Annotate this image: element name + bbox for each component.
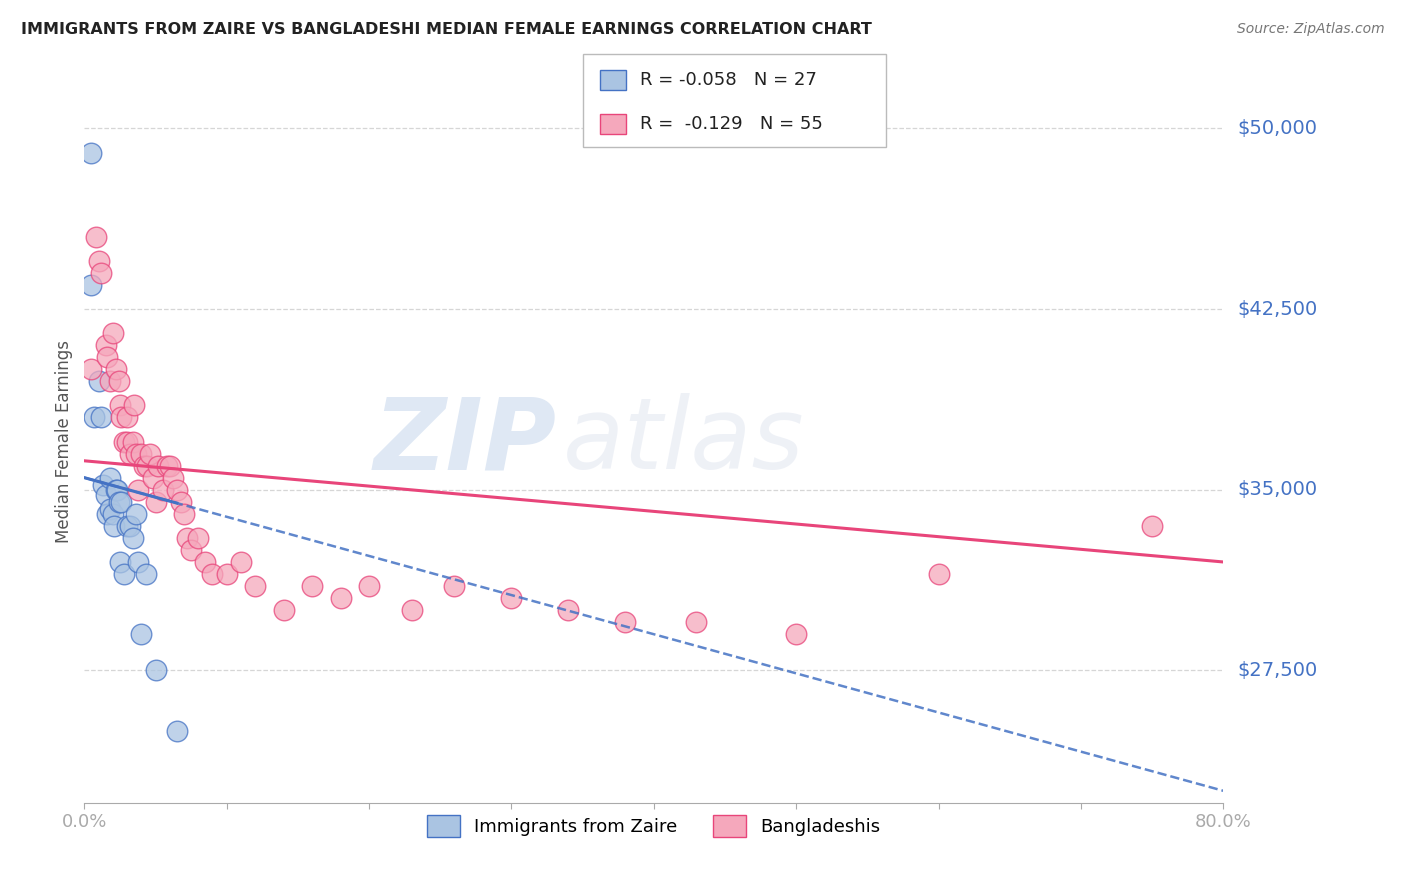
Point <box>557 603 579 617</box>
Point <box>94 487 117 501</box>
Text: $42,500: $42,500 <box>1237 300 1317 318</box>
Point <box>127 483 149 497</box>
Point <box>176 531 198 545</box>
Point <box>103 518 125 533</box>
Point <box>785 627 807 641</box>
Point <box>107 494 129 508</box>
Point <box>329 591 352 605</box>
Point <box>118 446 141 460</box>
Point <box>91 478 114 492</box>
Point <box>136 458 159 473</box>
Point <box>105 483 128 497</box>
Point <box>139 446 162 460</box>
Point <box>108 555 131 569</box>
Text: atlas: atlas <box>562 393 804 490</box>
Point <box>156 458 179 473</box>
Point <box>127 555 149 569</box>
Point <box>273 603 295 617</box>
Point <box>166 723 188 738</box>
Point <box>115 410 138 425</box>
Point <box>152 483 174 497</box>
Point <box>80 277 103 292</box>
Point <box>80 145 103 160</box>
Point <box>131 627 153 641</box>
Text: $50,000: $50,000 <box>1237 119 1317 138</box>
Point <box>135 567 157 582</box>
Point <box>110 410 132 425</box>
Point <box>112 567 135 582</box>
Point <box>928 567 950 582</box>
Point <box>194 555 217 569</box>
Point <box>87 253 110 268</box>
Point <box>115 434 138 449</box>
Point <box>110 494 132 508</box>
Point <box>101 326 124 340</box>
Point <box>245 579 267 593</box>
Point <box>96 507 118 521</box>
Point <box>98 502 121 516</box>
Point <box>101 507 124 521</box>
Point <box>1140 518 1163 533</box>
Point <box>98 470 121 484</box>
Text: IMMIGRANTS FROM ZAIRE VS BANGLADESHI MEDIAN FEMALE EARNINGS CORRELATION CHART: IMMIGRANTS FROM ZAIRE VS BANGLADESHI MED… <box>21 22 872 37</box>
Point <box>229 555 252 569</box>
Point <box>96 350 118 364</box>
Point <box>501 591 523 605</box>
Point <box>118 518 141 533</box>
Point <box>90 266 112 280</box>
Legend: Immigrants from Zaire, Bangladeshis: Immigrants from Zaire, Bangladeshis <box>420 808 887 845</box>
Point <box>215 567 238 582</box>
Point <box>142 470 165 484</box>
Point <box>162 470 184 484</box>
Point <box>115 518 138 533</box>
Point <box>145 663 167 677</box>
Point <box>614 615 637 629</box>
Point <box>131 446 153 460</box>
Point <box>121 434 143 449</box>
Point <box>148 458 170 473</box>
Point <box>121 531 143 545</box>
Point <box>87 374 110 388</box>
Text: ZIP: ZIP <box>374 393 557 490</box>
Text: R =  -0.129   N = 55: R = -0.129 N = 55 <box>640 115 823 133</box>
Point <box>166 483 188 497</box>
Point <box>104 362 127 376</box>
Point <box>94 338 117 352</box>
Point <box>443 579 465 593</box>
Point <box>80 362 103 376</box>
Point <box>359 579 381 593</box>
Point <box>90 410 112 425</box>
Text: $35,000: $35,000 <box>1237 480 1317 500</box>
Point <box>104 483 127 497</box>
Point <box>187 531 209 545</box>
Point <box>685 615 707 629</box>
Point <box>108 398 131 412</box>
Point <box>112 434 135 449</box>
Point <box>301 579 323 593</box>
Point <box>401 603 423 617</box>
Point <box>83 410 105 425</box>
Text: Source: ZipAtlas.com: Source: ZipAtlas.com <box>1237 22 1385 37</box>
Point <box>201 567 224 582</box>
Point <box>107 374 129 388</box>
Point <box>170 494 193 508</box>
Point <box>180 542 202 557</box>
Point <box>84 230 107 244</box>
Point <box>145 494 167 508</box>
Point <box>173 507 195 521</box>
Point <box>124 446 146 460</box>
Point <box>98 374 121 388</box>
Point <box>134 458 156 473</box>
Point <box>159 458 181 473</box>
Text: R = -0.058   N = 27: R = -0.058 N = 27 <box>640 70 817 88</box>
Text: $27,500: $27,500 <box>1237 661 1317 680</box>
Y-axis label: Median Female Earnings: Median Female Earnings <box>55 340 73 543</box>
Point <box>124 507 146 521</box>
Point <box>122 398 145 412</box>
